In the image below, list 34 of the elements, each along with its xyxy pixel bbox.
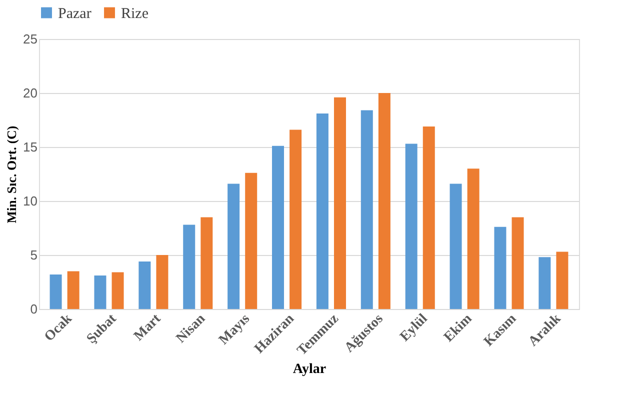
bar	[112, 272, 124, 309]
y-axis-title: Min. Sıc. Ort. (C)	[4, 126, 20, 224]
bar	[228, 184, 240, 309]
y-tick-label: 0	[30, 302, 38, 316]
bar	[67, 271, 80, 309]
bar	[245, 172, 258, 309]
bar	[316, 114, 328, 309]
y-tick-label: 20	[23, 86, 38, 100]
bar	[360, 110, 373, 309]
bar	[183, 224, 196, 309]
bar	[538, 257, 551, 309]
bar	[422, 126, 435, 309]
bar	[290, 130, 302, 309]
bar	[94, 276, 106, 309]
bar	[405, 144, 418, 309]
bar	[200, 217, 213, 309]
bar	[50, 274, 62, 309]
bar	[272, 146, 284, 309]
y-tick-label: 10	[23, 194, 38, 208]
bar	[467, 168, 480, 309]
bar	[450, 184, 462, 309]
y-tick-label: 25	[23, 32, 38, 46]
y-tick-label: 15	[23, 140, 38, 154]
bar	[334, 97, 346, 309]
legend-label: Pazar	[58, 6, 92, 22]
bar	[512, 217, 524, 309]
bar	[494, 226, 506, 309]
bar	[378, 93, 390, 309]
bar	[138, 261, 151, 309]
bar	[156, 255, 168, 309]
bar	[556, 252, 568, 309]
y-tick-label: 5	[30, 248, 38, 262]
x-axis-title: Aylar	[292, 362, 326, 377]
legend-label: Rize	[121, 6, 149, 22]
